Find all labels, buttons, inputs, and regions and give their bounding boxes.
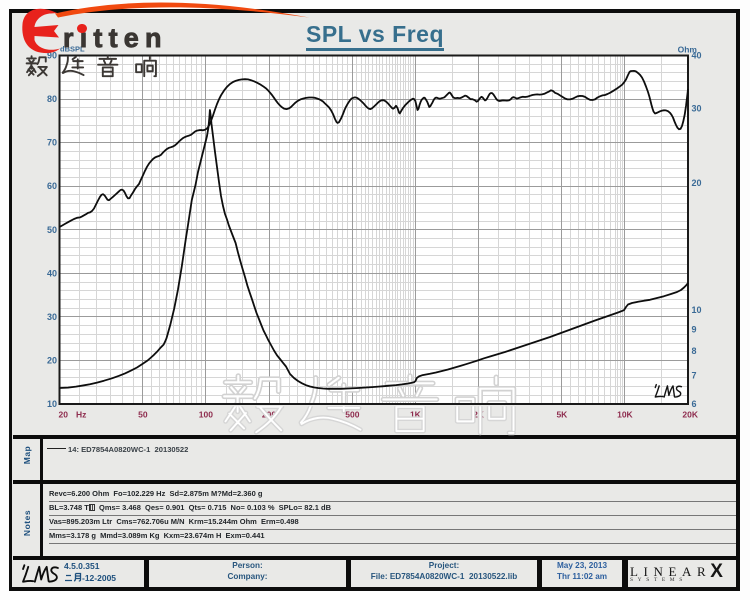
svg-text:1K: 1K: [410, 410, 422, 420]
svg-text:70: 70: [47, 138, 57, 148]
svg-text:100: 100: [199, 410, 213, 420]
svg-text:Ohm: Ohm: [678, 45, 698, 55]
svg-text:200: 200: [262, 410, 276, 420]
svg-text:40: 40: [47, 268, 57, 278]
svg-text:8: 8: [692, 346, 697, 356]
svg-text:dBSPL: dBSPL: [60, 45, 85, 54]
svg-text:50: 50: [138, 410, 148, 420]
svg-text:7: 7: [692, 371, 697, 381]
svg-text:500: 500: [345, 410, 359, 420]
svg-text:20: 20: [59, 410, 69, 420]
svg-text:10: 10: [692, 305, 702, 315]
svg-text:Hz: Hz: [76, 410, 86, 420]
svg-text:80: 80: [47, 94, 57, 104]
svg-text:2K: 2K: [473, 410, 485, 420]
svg-text:20K: 20K: [682, 410, 698, 420]
svg-text:20: 20: [692, 178, 702, 188]
svg-text:40: 40: [692, 51, 702, 61]
svg-text:90: 90: [47, 51, 57, 61]
svg-text:6: 6: [692, 399, 697, 409]
svg-text:20: 20: [47, 355, 57, 365]
svg-text:5K: 5K: [556, 410, 568, 420]
svg-text:30: 30: [692, 103, 702, 113]
svg-text:10K: 10K: [617, 410, 633, 420]
svg-text:50: 50: [47, 225, 57, 235]
svg-text:60: 60: [47, 181, 57, 191]
svg-text:10: 10: [47, 399, 57, 409]
svg-text:30: 30: [47, 312, 57, 322]
svg-text:9: 9: [692, 325, 697, 335]
